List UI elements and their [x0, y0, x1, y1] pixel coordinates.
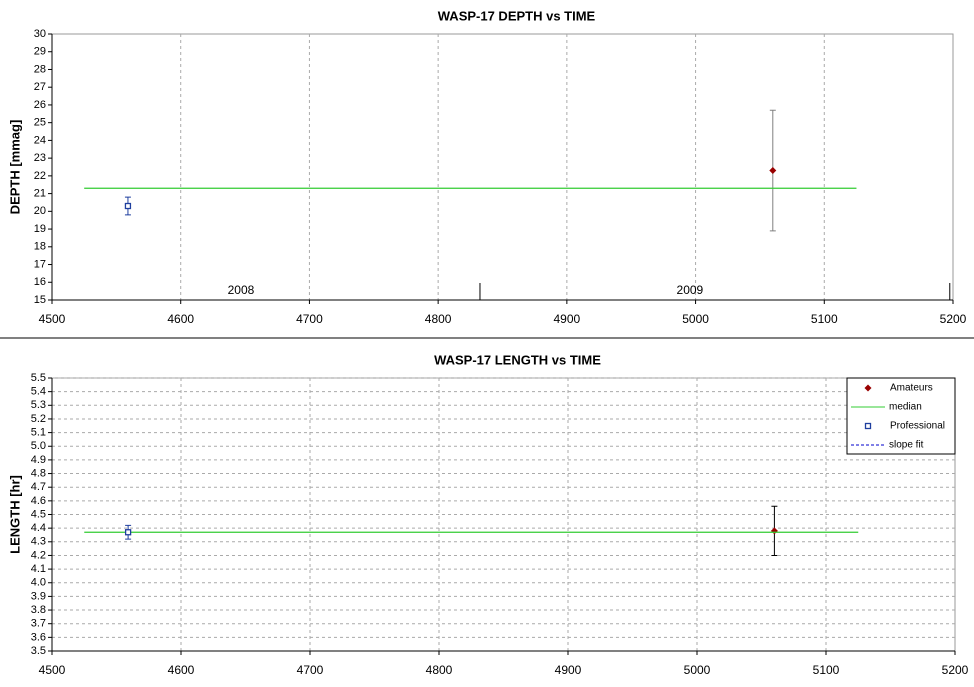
x-tick-label: 4700 — [296, 312, 323, 326]
y-tick-label: 3.8 — [31, 604, 46, 616]
y-tick-label: 20 — [34, 205, 46, 217]
y-tick-label: 17 — [34, 258, 46, 270]
y-tick-label: 28 — [34, 63, 46, 75]
x-tick-label: 4900 — [554, 312, 581, 326]
x-tick-label: 4900 — [555, 663, 582, 677]
point — [124, 202, 132, 210]
x-tick-label: 4700 — [297, 663, 324, 677]
chart-title: WASP-17 DEPTH vs TIME — [438, 8, 596, 23]
x-tick-label: 4500 — [39, 663, 66, 677]
y-tick-label: 4.2 — [31, 549, 46, 561]
y-tick-label: 27 — [34, 81, 46, 93]
y-tick-label: 26 — [34, 99, 46, 111]
y-tick-label: 15 — [34, 294, 46, 306]
y-tick-label: 30 — [34, 28, 46, 40]
legend-symbol — [864, 422, 872, 430]
y-tick-label: 4.1 — [31, 563, 46, 575]
y-tick-label: 3.7 — [31, 618, 46, 630]
legend-label: median — [889, 402, 922, 413]
plot-area — [51, 33, 954, 301]
legend-label: Amateurs — [890, 383, 933, 394]
y-tick-label: 21 — [34, 188, 46, 200]
legend — [846, 377, 956, 455]
y-tick-label: 4.9 — [31, 454, 46, 466]
y-tick-label: 25 — [34, 117, 46, 129]
y-tick-label: 5.1 — [31, 427, 46, 439]
x-tick-label: 4800 — [426, 663, 453, 677]
legend-symbol — [864, 384, 872, 392]
y-tick-label: 16 — [34, 276, 46, 288]
y-tick-label: 3.9 — [31, 590, 46, 602]
y-tick-label: 4.0 — [31, 577, 46, 589]
x-tick-label: 5100 — [813, 663, 840, 677]
y-tick-label: 18 — [34, 241, 46, 253]
y-axis-label: LENGTH [hr] — [7, 475, 22, 554]
y-axis-label: DEPTH [mmag] — [7, 120, 22, 215]
x-tick-label: 4500 — [39, 312, 66, 326]
x-tick-label: 4600 — [168, 663, 195, 677]
x-tick-label: 4800 — [425, 312, 452, 326]
y-tick-label: 4.6 — [31, 495, 46, 507]
x-tick-label: 5100 — [811, 312, 838, 326]
year-label: 2008 — [228, 283, 255, 297]
x-tick-label: 5200 — [940, 312, 967, 326]
year-label: 2009 — [677, 283, 704, 297]
y-tick-label: 3.6 — [31, 631, 46, 643]
y-tick-label: 5.0 — [31, 440, 46, 452]
y-tick-label: 4.4 — [31, 522, 46, 534]
y-tick-label: 5.2 — [31, 413, 46, 425]
x-tick-label: 4600 — [167, 312, 194, 326]
legend-label: Professional — [890, 421, 945, 432]
y-tick-label: 5.4 — [31, 386, 46, 398]
point — [769, 167, 777, 175]
y-tick-label: 22 — [34, 170, 46, 182]
y-tick-label: 5.5 — [31, 372, 46, 384]
legend-label: slope fit — [889, 440, 924, 451]
x-tick-label: 5000 — [682, 312, 709, 326]
y-tick-label: 4.3 — [31, 536, 46, 548]
y-tick-label: 19 — [34, 223, 46, 235]
y-tick-label: 24 — [34, 134, 46, 146]
x-tick-label: 5000 — [684, 663, 711, 677]
chart-title: WASP-17 LENGTH vs TIME — [434, 352, 601, 367]
y-tick-label: 5.3 — [31, 399, 46, 411]
y-tick-label: 29 — [34, 46, 46, 58]
y-tick-label: 4.7 — [31, 481, 46, 493]
point — [124, 529, 132, 536]
y-tick-label: 4.8 — [31, 467, 46, 479]
y-tick-label: 23 — [34, 152, 46, 164]
y-tick-label: 3.5 — [31, 645, 46, 657]
y-tick-label: 4.5 — [31, 508, 46, 520]
x-tick-label: 5200 — [942, 663, 969, 677]
